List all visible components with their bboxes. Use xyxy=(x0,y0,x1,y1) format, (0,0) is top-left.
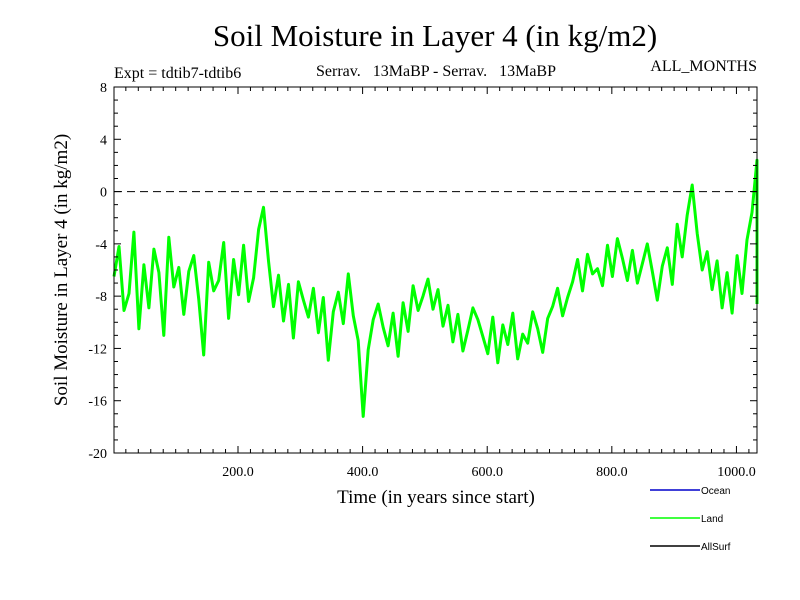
y-tick-label: -20 xyxy=(88,447,107,462)
y-axis-label: Soil Moisture in Layer 4 (in kg/m2) xyxy=(51,134,72,406)
y-tick-label: 8 xyxy=(100,81,107,96)
x-tick-label: 200.0 xyxy=(222,465,254,480)
subtitle-right: ALL_MONTHS xyxy=(650,58,757,75)
legend-label-land: Land xyxy=(701,514,723,525)
y-tick-label: -16 xyxy=(88,395,107,410)
y-tick-label: 0 xyxy=(100,186,107,201)
x-tick-label: 800.0 xyxy=(596,465,628,480)
series-line-land xyxy=(112,158,759,418)
legend-label-allsurf: AllSurf xyxy=(701,542,731,553)
y-tick-label: 4 xyxy=(100,133,107,148)
y-tick-label: -4 xyxy=(95,238,107,253)
x-axis-label: Time (in years since start) xyxy=(337,487,535,508)
y-tick-label: -12 xyxy=(88,342,107,357)
legend: Ocean Land AllSurf xyxy=(650,486,731,553)
chart-title: Soil Moisture in Layer 4 (in kg/m2) xyxy=(213,18,657,53)
subtitle-center: Serrav. 13MaBP - Serrav. 13MaBP xyxy=(316,63,556,80)
legend-label-ocean: Ocean xyxy=(701,486,730,497)
y-tick-label: -8 xyxy=(95,290,107,305)
x-tick-label: 600.0 xyxy=(471,465,503,480)
x-tick-label: 1000.0 xyxy=(717,465,756,480)
subtitle-left: Expt = tdtib7-tdtib6 xyxy=(114,65,241,82)
plot-area: -20 -16 -12 -8 -4 0 4 8 200.0 400.0 600.0 800.0 1000… xyxy=(88,81,759,480)
x-tick-label: 400.0 xyxy=(347,465,379,480)
